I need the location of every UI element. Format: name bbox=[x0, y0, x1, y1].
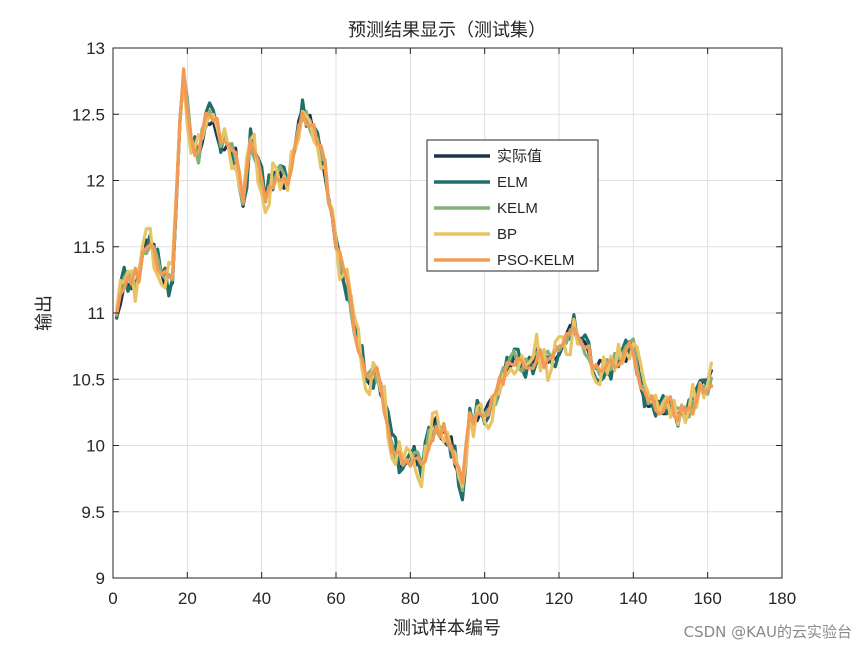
legend-label: ELM bbox=[497, 174, 528, 191]
series-group bbox=[115, 67, 714, 502]
y-tick-label: 12 bbox=[86, 172, 105, 191]
x-axis-label: 测试样本编号 bbox=[393, 618, 501, 639]
chart-title: 预测结果显示（测试集） bbox=[348, 20, 546, 41]
series-line-5 bbox=[115, 67, 714, 485]
x-tick-label: 120 bbox=[545, 589, 573, 608]
y-tick-label: 9.5 bbox=[81, 503, 105, 522]
legend-label: PSO-KELM bbox=[497, 252, 575, 269]
ticks bbox=[112, 47, 783, 579]
legend-label: KELM bbox=[497, 200, 538, 217]
x-tick-label: 80 bbox=[401, 589, 420, 608]
y-axis-label: 输出 bbox=[34, 295, 55, 331]
y-tick-label: 13 bbox=[86, 39, 105, 58]
watermark: CSDN @KAU的云实验台 bbox=[684, 623, 852, 641]
legend: 实际值 ELM KELM BP PSO-KELM bbox=[426, 139, 599, 272]
x-tick-label: 20 bbox=[178, 589, 197, 608]
x-tick-label: 40 bbox=[252, 589, 271, 608]
y-tick-labels: 9 9.5 10 10.5 11 11.5 12 12.5 13 bbox=[72, 39, 105, 588]
y-tick-label: 10 bbox=[86, 437, 105, 456]
x-tick-labels: 0 20 40 60 80 100 120 140 160 180 bbox=[108, 589, 796, 608]
legend-entries: 实际值 ELM KELM BP PSO-KELM bbox=[434, 148, 575, 269]
legend-label: 实际值 bbox=[497, 148, 542, 165]
y-tick-label: 12.5 bbox=[72, 105, 105, 124]
legend-box bbox=[426, 139, 599, 272]
y-tick-label: 10.5 bbox=[72, 370, 105, 389]
x-tick-label: 140 bbox=[619, 589, 647, 608]
x-tick-label: 160 bbox=[693, 589, 721, 608]
y-tick-label: 11.5 bbox=[73, 238, 105, 257]
y-tick-label: 11 bbox=[87, 304, 105, 323]
x-tick-label: 60 bbox=[327, 589, 346, 608]
legend-label: BP bbox=[497, 226, 517, 243]
x-tick-label: 180 bbox=[768, 589, 796, 608]
y-tick-label: 9 bbox=[96, 569, 105, 588]
x-tick-label: 0 bbox=[108, 589, 117, 608]
x-tick-label: 100 bbox=[470, 589, 498, 608]
